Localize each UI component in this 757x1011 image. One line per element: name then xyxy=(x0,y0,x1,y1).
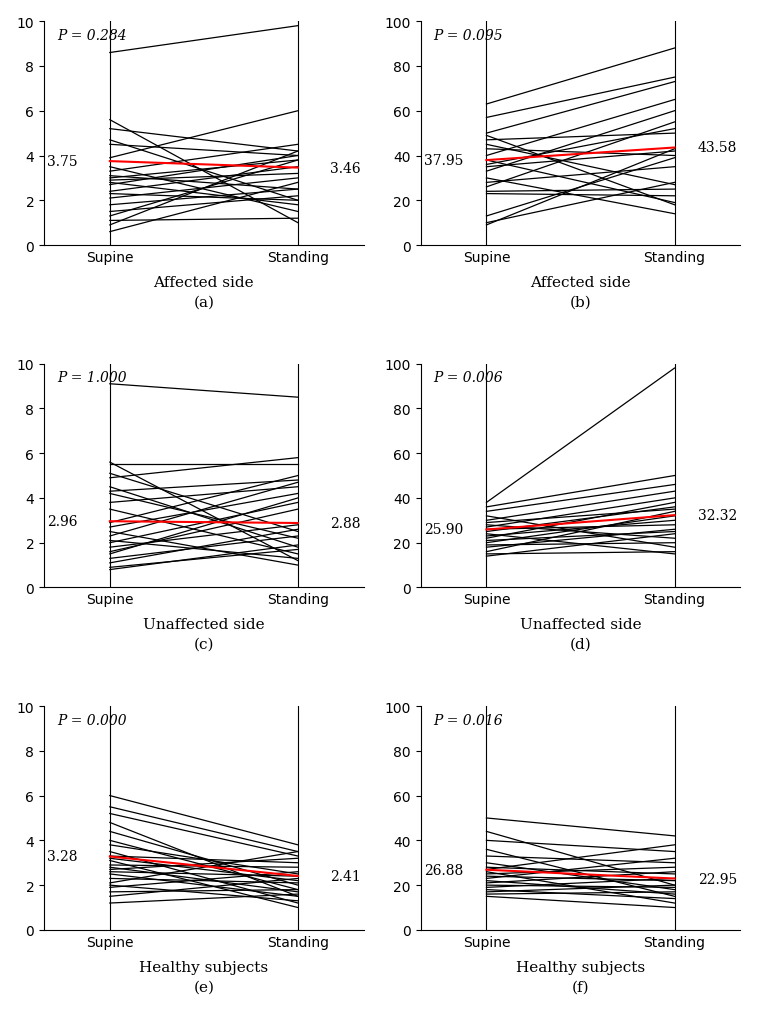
X-axis label: Healthy subjects: Healthy subjects xyxy=(139,959,269,974)
X-axis label: Unaffected side: Unaffected side xyxy=(143,618,265,632)
X-axis label: Healthy subjects: Healthy subjects xyxy=(516,959,645,974)
Text: P = 1.000: P = 1.000 xyxy=(57,371,126,385)
Text: 43.58: 43.58 xyxy=(698,142,737,156)
Text: 32.32: 32.32 xyxy=(698,509,737,523)
Text: 3.46: 3.46 xyxy=(330,162,360,176)
Text: P = 0.000: P = 0.000 xyxy=(57,713,126,727)
Text: 2.88: 2.88 xyxy=(330,517,360,531)
Text: 3.28: 3.28 xyxy=(47,849,78,863)
Text: (b): (b) xyxy=(569,295,591,309)
Text: (a): (a) xyxy=(193,295,214,309)
Text: 2.96: 2.96 xyxy=(47,515,78,529)
Text: (c): (c) xyxy=(194,637,214,651)
Text: (f): (f) xyxy=(572,980,589,993)
X-axis label: Affected side: Affected side xyxy=(154,276,254,290)
Text: (d): (d) xyxy=(569,637,591,651)
Text: 2.41: 2.41 xyxy=(330,869,360,883)
Text: 22.95: 22.95 xyxy=(698,871,737,886)
Text: 26.88: 26.88 xyxy=(424,862,463,877)
Text: 37.95: 37.95 xyxy=(424,154,463,168)
Text: P = 0.095: P = 0.095 xyxy=(434,29,503,42)
X-axis label: Affected side: Affected side xyxy=(530,276,631,290)
Text: P = 0.016: P = 0.016 xyxy=(434,713,503,727)
Text: 25.90: 25.90 xyxy=(424,523,463,537)
Text: P = 0.006: P = 0.006 xyxy=(434,371,503,385)
X-axis label: Unaffected side: Unaffected side xyxy=(519,618,641,632)
Text: 3.75: 3.75 xyxy=(47,155,78,169)
Text: (e): (e) xyxy=(193,980,214,993)
Text: P = 0.284: P = 0.284 xyxy=(57,29,126,42)
